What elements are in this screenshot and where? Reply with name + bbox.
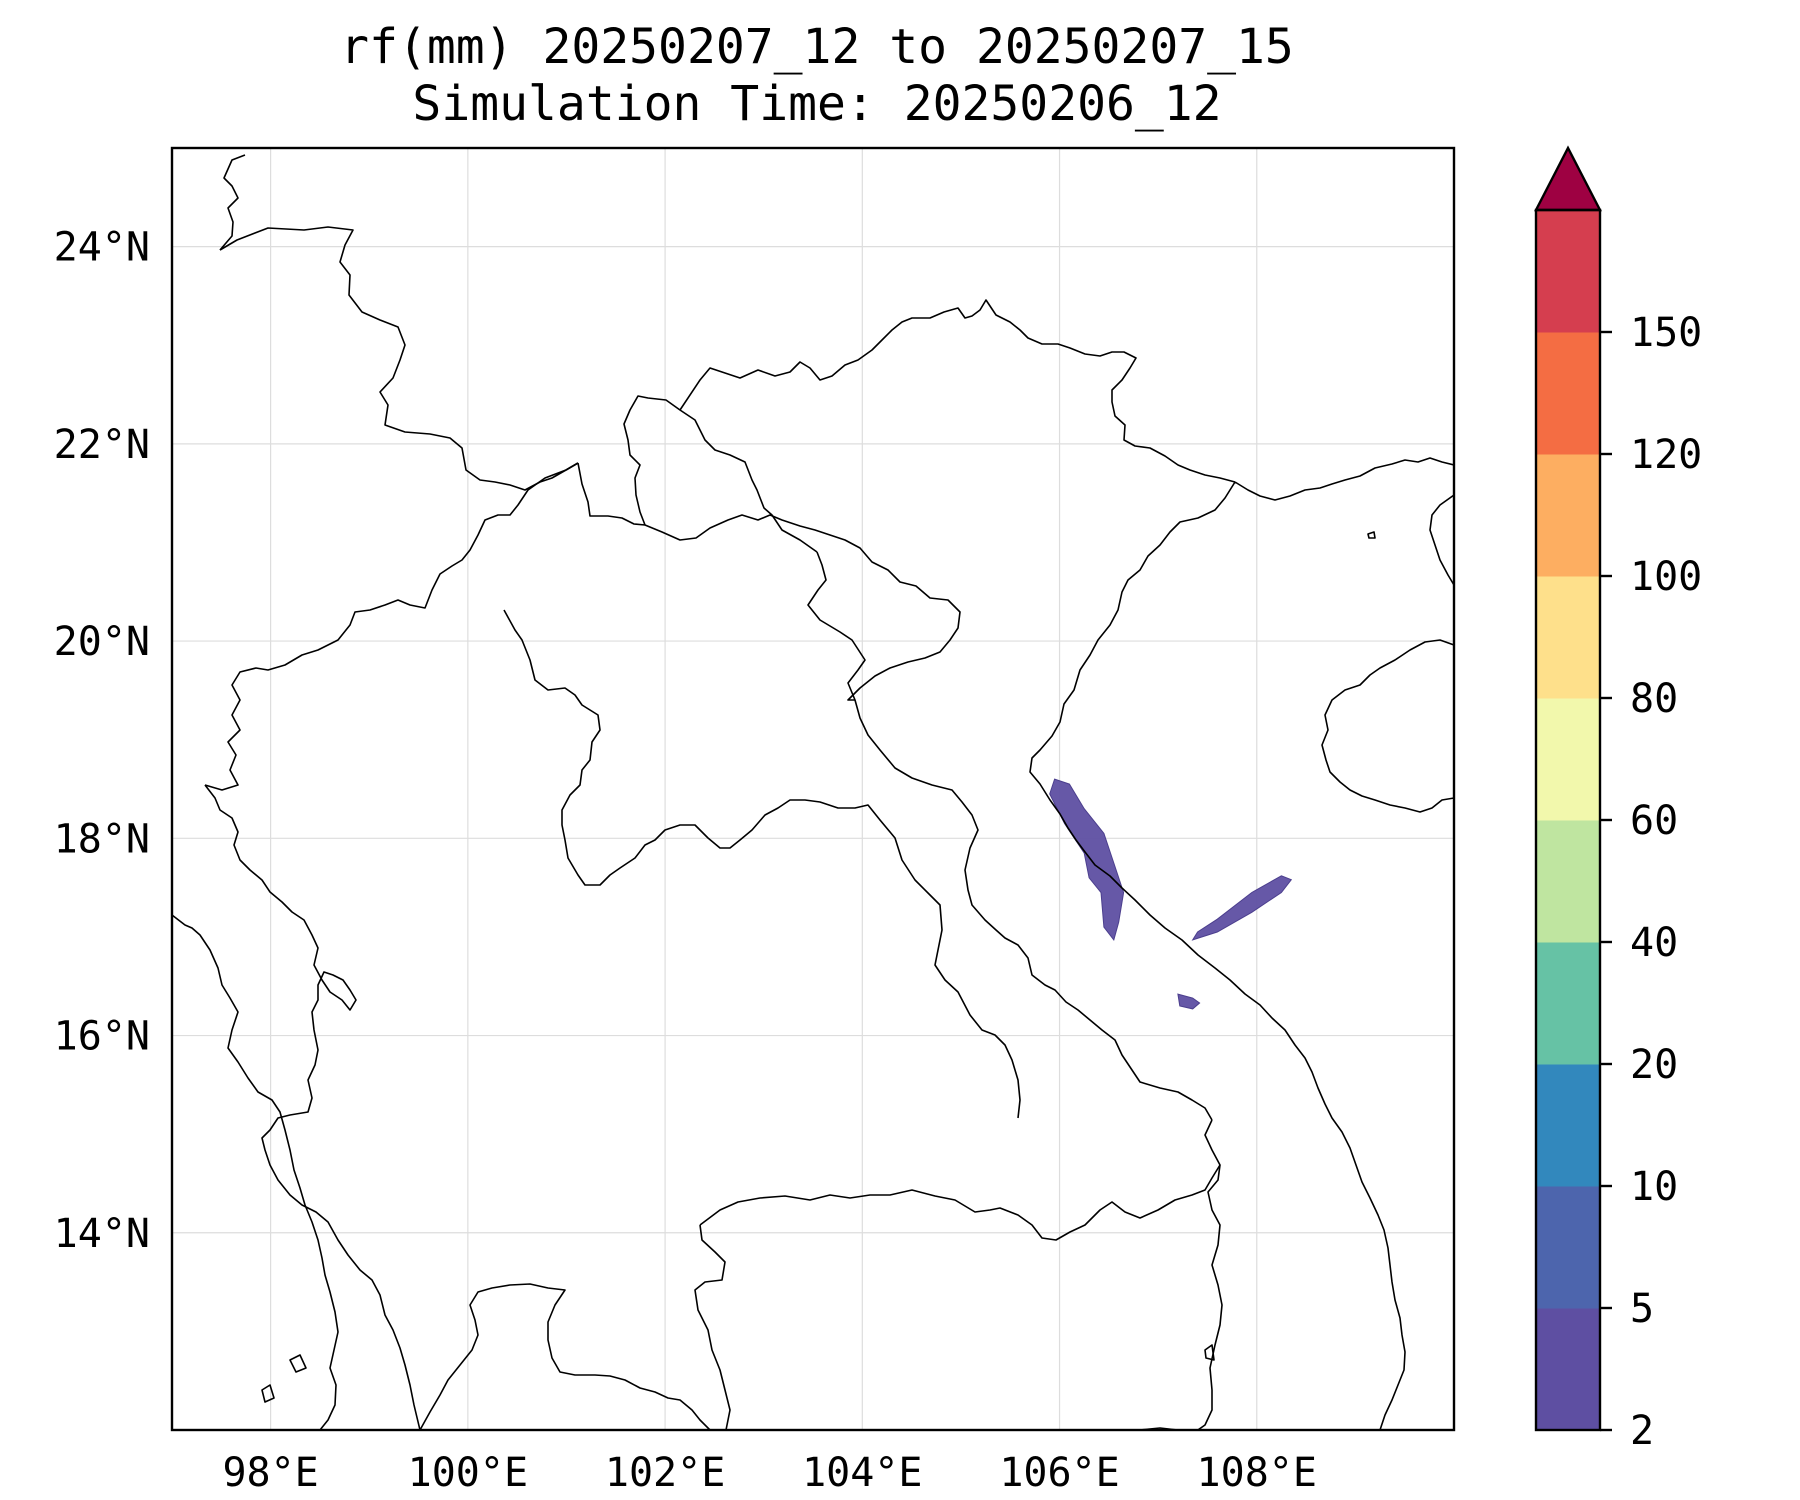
colorbar-segment: [1536, 576, 1600, 699]
border-cambodia-vietnam-south: [1196, 1119, 1223, 1430]
border-myanmar-china: [219, 226, 579, 491]
lon-tick-label: 104°E: [802, 1450, 922, 1496]
map-subtitle: Simulation Time: 20250206_12: [412, 76, 1221, 132]
island-1: [1367, 531, 1376, 539]
lon-tick-label: 106°E: [999, 1450, 1119, 1496]
colorbar-tick-label: 20: [1630, 1042, 1678, 1088]
colorbar-segment: [1536, 942, 1600, 1065]
colorbar-extend-arrow: [1534, 145, 1602, 212]
map-title: rf(mm) 20250207_12 to 20250207_15: [340, 19, 1294, 75]
lon-tick-label: 102°E: [605, 1450, 725, 1496]
border-myanmar-laos-thailand: [204, 462, 579, 791]
map-panel: [170, 146, 1456, 1432]
colorbar-tick-label: 80: [1630, 676, 1678, 722]
coastline-hainan: [1321, 639, 1454, 813]
lat-tick-label: 20°N: [54, 619, 150, 665]
colorbar-segment: [1536, 698, 1600, 821]
colorbar-segment: [1536, 454, 1600, 577]
border-laos-vietnam: [807, 551, 1213, 1121]
colorbar-segment: [1536, 1186, 1600, 1309]
colorbar-tick-label: 120: [1630, 432, 1702, 478]
colorbar-tick-label: 100: [1630, 554, 1702, 600]
lat-tick-label: 18°N: [54, 816, 150, 862]
lat-tick-label: 16°N: [54, 1014, 150, 1060]
colorbar-segment: [1536, 332, 1600, 455]
island-3: [289, 1354, 307, 1373]
lat-tick-label: 14°N: [54, 1211, 150, 1257]
border-china-laos-vietnam: [577, 395, 818, 553]
colorbar: 2 5 10 20 40 60 80 100 120 150: [1534, 145, 1702, 1454]
map-background: [172, 148, 1454, 1430]
colorbar-segment: [1536, 210, 1600, 333]
island-4: [261, 1384, 275, 1403]
colorbar-tick-label: 5: [1630, 1286, 1654, 1332]
colorbar-tick-label: 2: [1630, 1408, 1654, 1454]
colorbar-tick-label: 10: [1630, 1164, 1678, 1210]
border-laos-thailand: [503, 609, 1021, 1119]
lon-tick-label: 108°E: [1197, 1450, 1317, 1496]
latitude-tick-labels: 24°N 22°N 20°N 18°N 16°N 14°N: [54, 225, 150, 1257]
lat-tick-label: 22°N: [54, 422, 150, 468]
lon-tick-label: 98°E: [222, 1450, 318, 1496]
lon-tick-label: 100°E: [408, 1450, 528, 1496]
coastline-andaman: [172, 914, 339, 1430]
border-thailand-myanmar-west: [204, 784, 421, 1430]
colorbar-tick-label: 40: [1630, 920, 1678, 966]
border-laos-north-loop: [644, 514, 961, 701]
map-frame: [170, 146, 1456, 1432]
longitude-tick-labels: 98°E 100°E 102°E 104°E 106°E 108°E: [222, 1450, 1317, 1496]
colorbar-segment: [1536, 820, 1600, 943]
island-2: [1204, 1344, 1215, 1361]
geography-lines: [172, 154, 1454, 1430]
lat-tick-label: 24°N: [54, 225, 150, 271]
border-cambodia-west: [694, 1224, 731, 1430]
border-china-vietnam: [679, 299, 1236, 483]
rain-area-small-cell: [1177, 993, 1201, 1010]
colorbar-segment: [1536, 1308, 1600, 1431]
rain-area-offshore-band: [1191, 875, 1293, 941]
border-china-north-edge: [219, 154, 246, 251]
colorbar-tick-label: 150: [1630, 310, 1702, 356]
colorbar-tick-label: 60: [1630, 798, 1678, 844]
border-cambodia-north: [699, 1164, 1221, 1241]
coastline-vietnam: [1029, 457, 1454, 1430]
colorbar-segment: [1536, 1064, 1600, 1187]
coastline-leizhou: [1429, 494, 1454, 586]
coastline-gulf-of-thailand: [419, 1283, 711, 1430]
